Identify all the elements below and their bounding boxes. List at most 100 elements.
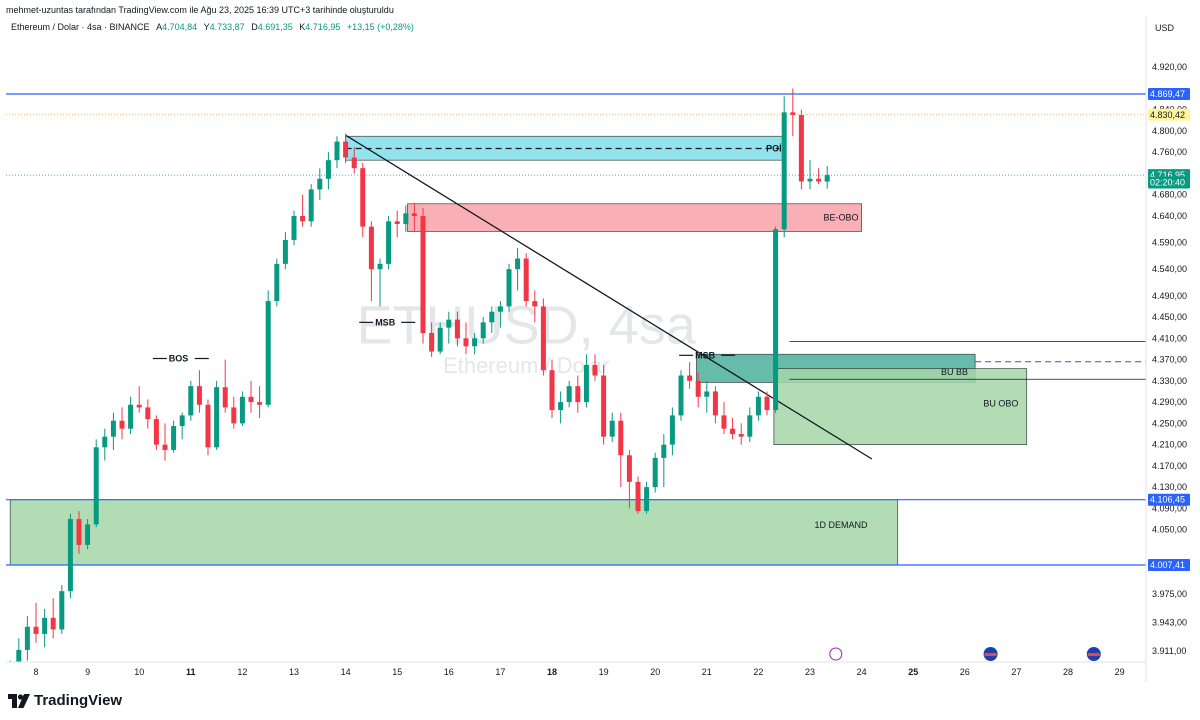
- candle-body[interactable]: [652, 457, 658, 488]
- candle-body[interactable]: [128, 404, 134, 429]
- candle-body[interactable]: [644, 487, 650, 512]
- candle-body[interactable]: [730, 428, 736, 435]
- candle-body[interactable]: [59, 591, 65, 630]
- candle-body[interactable]: [678, 375, 684, 416]
- candle-body[interactable]: [497, 306, 503, 312]
- candle-body[interactable]: [489, 311, 495, 323]
- candle-body[interactable]: [257, 402, 263, 405]
- candle-body[interactable]: [76, 519, 82, 545]
- candle-body[interactable]: [222, 387, 228, 408]
- candle-body[interactable]: [669, 415, 675, 445]
- price-label-badge[interactable]: [1148, 88, 1190, 100]
- candle-body[interactable]: [515, 258, 521, 270]
- candle-body[interactable]: [300, 216, 306, 222]
- candle-body[interactable]: [188, 386, 194, 416]
- candle-body[interactable]: [532, 301, 538, 307]
- trendline[interactable]: [345, 134, 873, 460]
- candle-body[interactable]: [807, 178, 813, 182]
- candle-body[interactable]: [394, 221, 400, 224]
- zone-1d-demand[interactable]: [9, 499, 899, 566]
- zone-be-obo[interactable]: [407, 203, 862, 232]
- currency-label[interactable]: USD: [1155, 23, 1175, 33]
- candle-body[interactable]: [454, 319, 460, 339]
- candle-body[interactable]: [8, 669, 13, 687]
- candle-body[interactable]: [145, 407, 151, 420]
- candle-body[interactable]: [411, 213, 417, 217]
- candle-body[interactable]: [420, 216, 426, 333]
- candle-body[interactable]: [609, 420, 615, 437]
- candle-body[interactable]: [626, 455, 632, 482]
- candle-body[interactable]: [274, 263, 280, 302]
- candle-body[interactable]: [704, 391, 710, 397]
- candle-body[interactable]: [50, 617, 56, 630]
- candle-body[interactable]: [583, 364, 589, 403]
- candle-body[interactable]: [214, 387, 220, 448]
- price-label-badge[interactable]: [1148, 493, 1190, 506]
- price-label-badge[interactable]: [1148, 108, 1190, 121]
- candle-body[interactable]: [231, 407, 237, 424]
- candle-body[interactable]: [429, 332, 435, 352]
- price-label-badge[interactable]: [1148, 559, 1190, 571]
- candle-body[interactable]: [24, 626, 30, 650]
- candle-body[interactable]: [119, 420, 125, 429]
- candle-body[interactable]: [325, 160, 331, 179]
- candle-body[interactable]: [386, 221, 392, 264]
- candle-body[interactable]: [282, 239, 288, 264]
- candle-body[interactable]: [695, 380, 701, 397]
- candle-body[interactable]: [308, 189, 314, 222]
- candle-body[interactable]: [239, 396, 245, 424]
- candle-body[interactable]: [566, 386, 572, 403]
- candle-body[interactable]: [824, 175, 830, 182]
- candle-body[interactable]: [764, 396, 770, 411]
- candle-body[interactable]: [592, 364, 598, 376]
- candle-body[interactable]: [712, 391, 718, 416]
- candle-body[interactable]: [136, 404, 142, 408]
- candle-body[interactable]: [265, 301, 271, 405]
- candle-body[interactable]: [687, 375, 693, 381]
- candle-body[interactable]: [179, 415, 185, 427]
- candle-body[interactable]: [351, 157, 357, 169]
- candle-body[interactable]: [506, 269, 512, 307]
- candle-body[interactable]: [343, 141, 349, 158]
- candle-body[interactable]: [377, 263, 383, 270]
- candle-body[interactable]: [558, 402, 564, 411]
- candle-body[interactable]: [480, 322, 486, 339]
- candle-body[interactable]: [196, 386, 202, 405]
- candle-body[interactable]: [738, 434, 744, 437]
- candle-body[interactable]: [618, 420, 624, 456]
- candle-body[interactable]: [523, 258, 529, 302]
- candle-body[interactable]: [291, 216, 297, 240]
- candle-body[interactable]: [85, 524, 91, 545]
- candle-body[interactable]: [153, 419, 159, 445]
- candle-body[interactable]: [171, 426, 177, 450]
- candle-body[interactable]: [102, 436, 108, 448]
- candle-body[interactable]: [816, 178, 822, 182]
- candle-body[interactable]: [317, 178, 323, 190]
- candle-body[interactable]: [790, 112, 796, 115]
- candle-body[interactable]: [110, 420, 116, 437]
- candle-body[interactable]: [67, 519, 73, 592]
- candle-body[interactable]: [549, 370, 555, 411]
- candle-body[interactable]: [463, 338, 469, 347]
- symbol-legend[interactable]: Ethereum / Dolar · 4sa · BINANCE A4.704,…: [11, 22, 414, 32]
- candle-body[interactable]: [360, 168, 366, 227]
- symbol-title[interactable]: Ethereum / Dolar · 4sa · BINANCE: [11, 22, 150, 32]
- candle-body[interactable]: [437, 327, 443, 352]
- candle-body[interactable]: [661, 444, 667, 458]
- candle-body[interactable]: [334, 141, 340, 161]
- candle-body[interactable]: [575, 386, 581, 403]
- zone-bu-obo[interactable]: [773, 368, 1028, 445]
- candle-body[interactable]: [540, 306, 546, 371]
- price-label-badge[interactable]: [1148, 176, 1190, 189]
- candle-body[interactable]: [403, 213, 409, 224]
- candle-body[interactable]: [368, 226, 374, 270]
- candle-body[interactable]: [755, 396, 761, 416]
- candle-body[interactable]: [205, 404, 211, 448]
- event-flash-icon[interactable]: [829, 647, 843, 661]
- candle-body[interactable]: [42, 617, 48, 634]
- candle-body[interactable]: [472, 338, 478, 347]
- candle-body[interactable]: [747, 415, 753, 437]
- candle-body[interactable]: [773, 229, 779, 411]
